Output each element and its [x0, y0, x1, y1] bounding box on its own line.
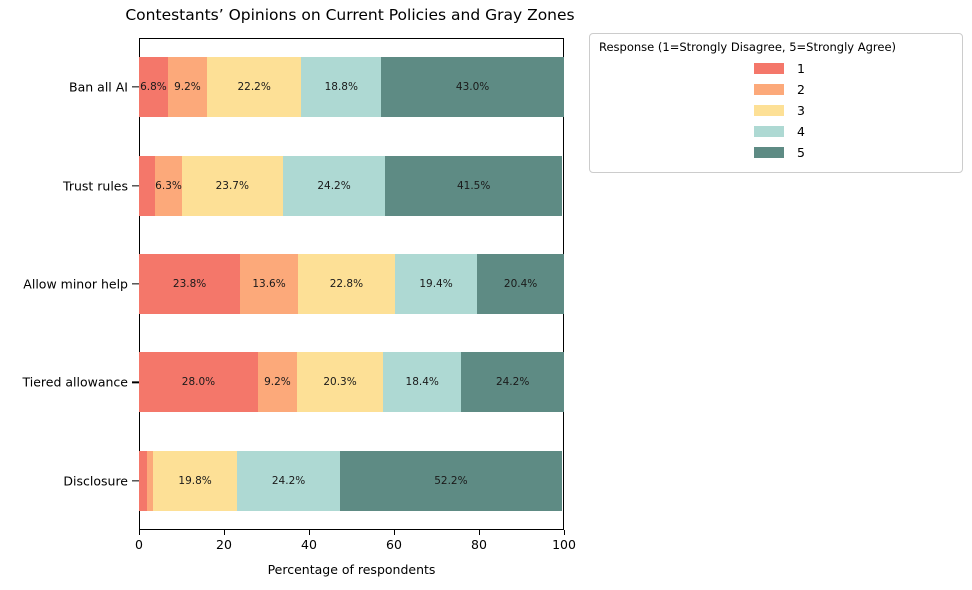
bar-segment-label: 19.8%	[178, 474, 212, 487]
bar-row: 28.0% 9.2% 20.3% 18.4% 24.2%	[139, 352, 564, 413]
x-axis-label: Percentage of respondents	[267, 562, 436, 577]
bar-segment: 9.2%	[257, 352, 297, 413]
legend-item[interactable]: 2	[599, 79, 953, 100]
legend-swatch	[754, 126, 784, 137]
legend-item[interactable]: 4	[599, 121, 953, 142]
legend-items: 1 2 3 4 5	[599, 58, 953, 163]
bar-segment	[139, 155, 156, 216]
x-tick-label: 0	[135, 537, 143, 552]
bar-segment	[139, 450, 148, 511]
x-tick-label: 80	[471, 537, 487, 552]
legend-label: 1	[797, 61, 805, 76]
bar-segment: 19.8%	[153, 450, 238, 511]
x-tick-label: 100	[552, 537, 576, 552]
bar-segment: 20.3%	[296, 352, 384, 413]
y-tick-mark	[132, 184, 139, 187]
legend-swatch	[754, 84, 784, 95]
y-tick-label: Disclosure	[63, 473, 128, 489]
legend-item[interactable]: 1	[599, 58, 953, 79]
bar-segment-label: 28.0%	[181, 376, 216, 389]
bar-row: 6.3% 23.7% 24.2% 41.5%	[139, 155, 564, 216]
bar-segment-label: 9.2%	[174, 81, 201, 94]
bar-segment: 6.8%	[139, 57, 168, 118]
bar-segment: 18.4%	[383, 352, 462, 413]
bar-segment-label: 24.2%	[317, 179, 351, 192]
y-tick-mark	[132, 480, 139, 482]
y-tick-label: Ban all AI	[69, 79, 128, 95]
bar-segment: 20.4%	[477, 254, 564, 314]
y-tick-label: Trust rules	[63, 178, 128, 194]
bar-segment: 13.6%	[240, 254, 298, 314]
x-tick-label: 40	[301, 537, 317, 552]
bar-segment: 52.2%	[339, 450, 562, 511]
legend-swatch	[754, 63, 784, 74]
y-tick-mark	[132, 283, 139, 285]
legend-label: 4	[797, 124, 805, 139]
legend-item[interactable]: 5	[599, 142, 953, 163]
x-tick-label: 60	[386, 537, 402, 552]
bar-segment-label: 22.8%	[329, 278, 364, 290]
y-tick-mark	[132, 381, 139, 384]
stacked-bars-layer: 6.8% 9.2% 22.2% 18.8% 43.0% 6.3% 23.7% 24.2% 41.…	[139, 38, 564, 530]
bar-row: 6.8% 9.2% 22.2% 18.8% 43.0%	[139, 57, 564, 118]
bar-segment	[147, 450, 153, 511]
bar-segment: 22.2%	[206, 57, 302, 118]
legend-swatch	[754, 105, 784, 116]
bar-segment-label: 9.2%	[264, 376, 291, 389]
bar-segment: 6.3%	[155, 155, 182, 216]
bar-segment: 24.2%	[282, 155, 386, 216]
bar-segment: 22.8%	[297, 254, 395, 314]
bar-segment-label: 23.8%	[172, 278, 207, 290]
bar-segment-label: 6.3%	[155, 179, 182, 192]
legend-title: Response (1=Strongly Disagree, 5=Strongl…	[599, 40, 897, 54]
bar-segment-label: 18.4%	[405, 376, 439, 389]
bar-segment-label: 19.4%	[419, 278, 453, 290]
bar-segment-label: 43.0%	[455, 81, 490, 94]
x-tick-mark	[139, 530, 141, 535]
bar-segment-label: 23.7%	[215, 179, 249, 192]
bar-row: 19.8% 24.2% 52.2%	[139, 450, 564, 511]
legend-swatch	[754, 147, 784, 158]
bar-segment-label: 20.4%	[503, 278, 538, 290]
bar-segment: 19.4%	[394, 254, 478, 314]
bar-segment: 43.0%	[381, 57, 564, 118]
bar-segment-label: 52.2%	[434, 474, 468, 487]
bar-segment-label: 24.2%	[495, 376, 530, 389]
y-tick-label: Allow minor help	[23, 276, 128, 292]
y-tick-label: Tiered allowance	[22, 374, 129, 390]
bar-segment-label: 22.2%	[237, 81, 271, 94]
bar-segment: 23.8%	[139, 254, 241, 314]
x-tick-label: 20	[216, 537, 232, 552]
bar-segment-label: 20.3%	[323, 376, 357, 389]
x-tick-mark	[394, 530, 396, 535]
legend-label: 2	[797, 82, 805, 97]
bar-segment: 18.8%	[301, 57, 382, 118]
bar-segment-label: 13.6%	[252, 278, 286, 290]
y-tick-mark	[132, 86, 139, 88]
bar-segment-label: 18.8%	[324, 81, 358, 94]
bar-segment: 24.2%	[461, 352, 564, 413]
legend-label: 5	[797, 145, 805, 160]
x-tick-mark	[564, 530, 566, 535]
chart-title: Contestants’ Opinions on Current Policie…	[125, 6, 575, 24]
x-tick-mark	[309, 530, 311, 535]
legend-label: 3	[797, 103, 805, 118]
bar-segment: 23.7%	[181, 155, 283, 216]
bar-segment: 41.5%	[385, 155, 562, 216]
bar-segment-label: 6.8%	[140, 81, 167, 94]
bar-segment: 24.2%	[237, 450, 340, 511]
x-tick-mark	[479, 530, 481, 535]
x-tick-mark	[224, 530, 226, 535]
bar-segment-label: 41.5%	[456, 179, 491, 192]
bar-segment: 9.2%	[167, 57, 207, 118]
bar-row: 23.8% 13.6% 22.8% 19.4% 20.4%	[139, 254, 564, 314]
legend-item[interactable]: 3	[599, 100, 953, 121]
bar-segment: 28.0%	[139, 352, 258, 413]
chart-legend: Response (1=Strongly Disagree, 5=Strongl…	[589, 33, 963, 173]
bar-segment-label: 24.2%	[271, 474, 306, 487]
